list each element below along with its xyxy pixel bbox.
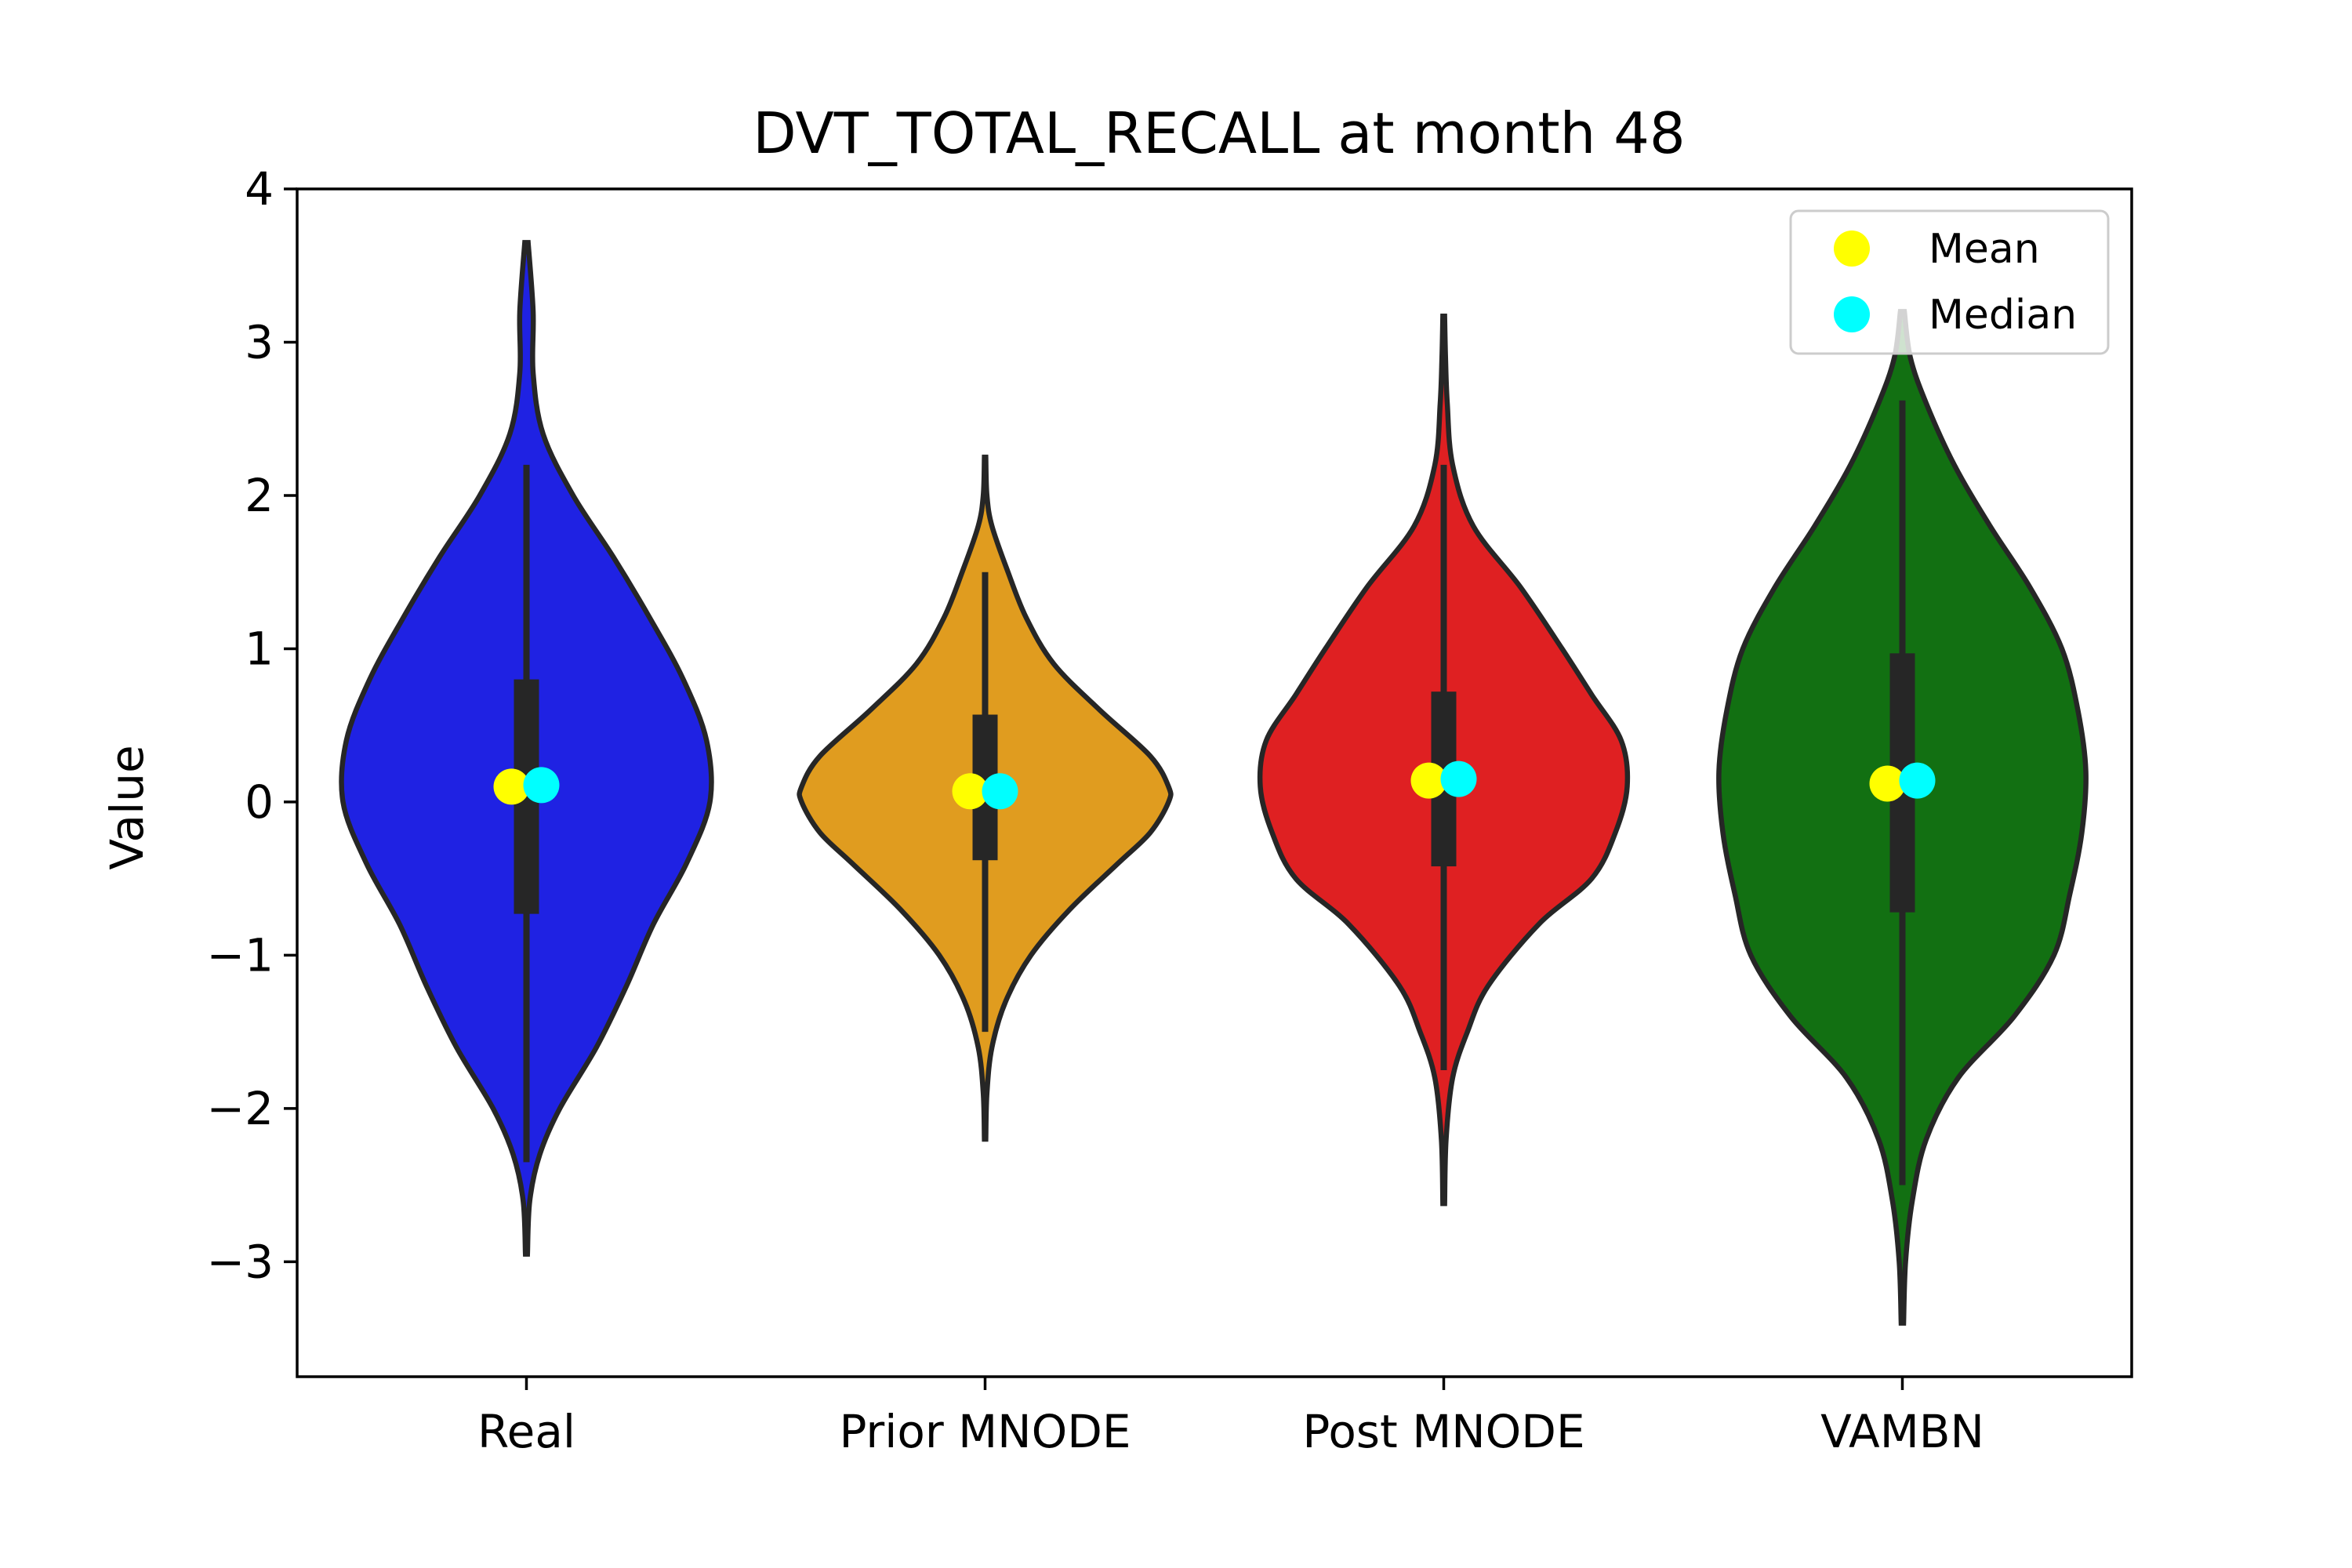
y-tick-label: 1 (245, 622, 274, 675)
legend-marker-mean (1834, 230, 1870, 267)
x-tick-label: Real (477, 1405, 575, 1458)
legend-label-mean: Mean (1929, 226, 2040, 273)
y-tick-label: 3 (245, 315, 274, 368)
median-marker (982, 773, 1018, 810)
legend-box (1789, 209, 2110, 355)
y-tick-label: −1 (207, 928, 274, 982)
x-axis: Real Prior MNODE Post MNODE VAMBN (477, 1377, 1984, 1458)
median-marker (523, 767, 560, 804)
mean-marker (952, 773, 989, 810)
legend-marker-median (1834, 296, 1870, 332)
mean-marker (493, 768, 530, 805)
median-marker (1440, 760, 1477, 797)
plot-frame (296, 187, 2133, 1378)
x-tick-label: Prior MNODE (839, 1405, 1131, 1458)
y-tick-label: 0 (245, 775, 274, 829)
y-tick-label: −2 (207, 1082, 274, 1135)
x-tick-label: VAMBN (1820, 1405, 1984, 1458)
plot-area (339, 240, 2089, 1326)
y-axis: −3 −2 −1 0 1 2 3 4 (207, 162, 297, 1288)
legend: Mean Median (1789, 209, 2110, 355)
y-tick-label: −3 (207, 1235, 274, 1288)
x-tick-label: Post MNODE (1302, 1405, 1584, 1458)
y-tick-label: 4 (245, 162, 274, 216)
y-axis-label: Value (100, 745, 154, 869)
mean-marker (1410, 762, 1447, 799)
median-marker (1899, 762, 1936, 799)
chart-title: DVT_TOTAL_RECALL at month 48 (753, 100, 1685, 166)
legend-label-median: Median (1929, 292, 2077, 339)
mean-marker (1869, 765, 1906, 802)
y-tick-label: 2 (245, 469, 274, 522)
